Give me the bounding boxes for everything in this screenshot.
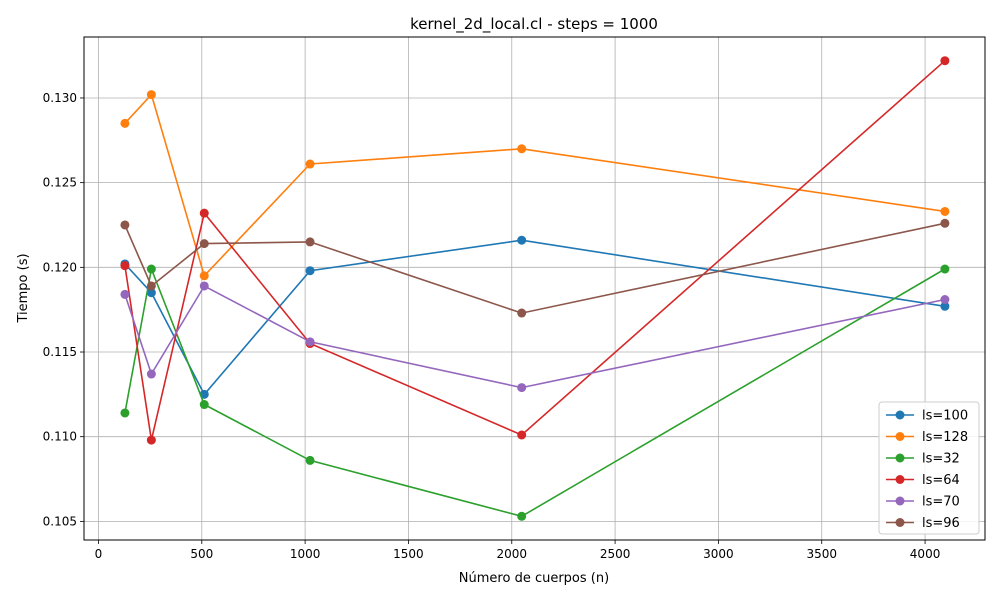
y-axis-label: Tiempo (s) bbox=[16, 253, 31, 323]
x-tick-label: 1500 bbox=[393, 547, 424, 561]
data-point bbox=[305, 455, 315, 465]
legend-marker bbox=[895, 432, 905, 441]
series-ls=128 bbox=[120, 90, 950, 281]
legend-label: ls=70 bbox=[922, 495, 960, 510]
data-point bbox=[199, 239, 209, 249]
legend-marker bbox=[895, 518, 905, 527]
data-point bbox=[199, 271, 209, 281]
x-tick-label: 3500 bbox=[806, 547, 837, 561]
data-point bbox=[517, 511, 527, 521]
data-point bbox=[940, 301, 950, 311]
x-tick-label: 4000 bbox=[910, 547, 941, 561]
data-point bbox=[199, 400, 209, 410]
data-point bbox=[305, 159, 315, 169]
y-tick-label: 0.130 bbox=[43, 91, 77, 105]
series-line bbox=[124, 222, 946, 314]
data-point bbox=[305, 266, 315, 276]
legend-label: ls=96 bbox=[922, 516, 960, 531]
axis-ticks: 0 500 1000 1500 2000 2500 3000 3500 4000 0.105 0.1… bbox=[43, 91, 941, 561]
plot-frame bbox=[83, 36, 986, 541]
legend-label: ls=64 bbox=[922, 473, 960, 488]
data-point bbox=[305, 337, 315, 347]
legend-marker bbox=[895, 410, 905, 420]
data-point bbox=[120, 408, 130, 418]
series-line bbox=[124, 93, 946, 278]
data-point bbox=[517, 308, 527, 318]
x-tick-label: 500 bbox=[190, 547, 213, 561]
series-line bbox=[124, 239, 946, 396]
x-tick-label: 2500 bbox=[600, 547, 631, 561]
x-tick-label: 2000 bbox=[496, 547, 527, 561]
data-point bbox=[120, 289, 130, 299]
legend: ls=100 ls=128 ls=32 ls=64 ls=70 ls=96 bbox=[878, 401, 980, 535]
series-line bbox=[124, 284, 946, 389]
x-tick-label: 3000 bbox=[703, 547, 734, 561]
data-point bbox=[146, 369, 156, 379]
data-point bbox=[517, 235, 527, 245]
grid bbox=[84, 37, 985, 540]
data-point bbox=[517, 430, 527, 440]
x-axis-label: Número de cuerpos (n) bbox=[459, 571, 609, 586]
y-tick-label: 0.110 bbox=[43, 430, 77, 444]
legend-marker bbox=[895, 475, 905, 484]
x-tick-label: 1000 bbox=[290, 547, 321, 561]
legend-marker bbox=[895, 453, 905, 463]
data-point bbox=[146, 435, 156, 445]
y-tick-label: 0.120 bbox=[43, 260, 77, 274]
data-point bbox=[199, 281, 209, 291]
legend-label: ls=100 bbox=[922, 409, 968, 424]
y-tick-label: 0.125 bbox=[43, 176, 77, 190]
legend-label: ls=32 bbox=[922, 452, 960, 467]
data-point bbox=[146, 90, 156, 100]
series-line bbox=[124, 266, 946, 518]
y-tick-label: 0.105 bbox=[43, 514, 77, 528]
data-point bbox=[120, 220, 130, 230]
series-ls=70 bbox=[120, 281, 950, 393]
data-point bbox=[940, 264, 950, 274]
series-ls=64 bbox=[120, 56, 950, 445]
x-tick-label: 0 bbox=[95, 547, 103, 561]
chart-title: kernel_2d_local.cl - steps = 1000 bbox=[410, 15, 658, 34]
series-ls=32 bbox=[120, 264, 950, 521]
data-point bbox=[199, 208, 209, 218]
legend-label: ls=128 bbox=[922, 430, 968, 445]
data-point bbox=[305, 237, 315, 247]
data-point bbox=[940, 295, 950, 305]
data-point bbox=[146, 264, 156, 274]
series-layer bbox=[120, 56, 950, 521]
data-point bbox=[940, 206, 950, 216]
data-point bbox=[940, 56, 950, 66]
data-point bbox=[940, 218, 950, 228]
series-ls=96 bbox=[120, 218, 950, 318]
data-point bbox=[517, 144, 527, 154]
data-point bbox=[517, 383, 527, 393]
data-point bbox=[120, 261, 130, 271]
data-point bbox=[120, 118, 130, 128]
data-point bbox=[146, 288, 156, 298]
data-point bbox=[146, 281, 156, 291]
legend-marker bbox=[895, 496, 905, 506]
y-tick-label: 0.115 bbox=[43, 345, 77, 359]
series-ls=100 bbox=[120, 235, 950, 399]
